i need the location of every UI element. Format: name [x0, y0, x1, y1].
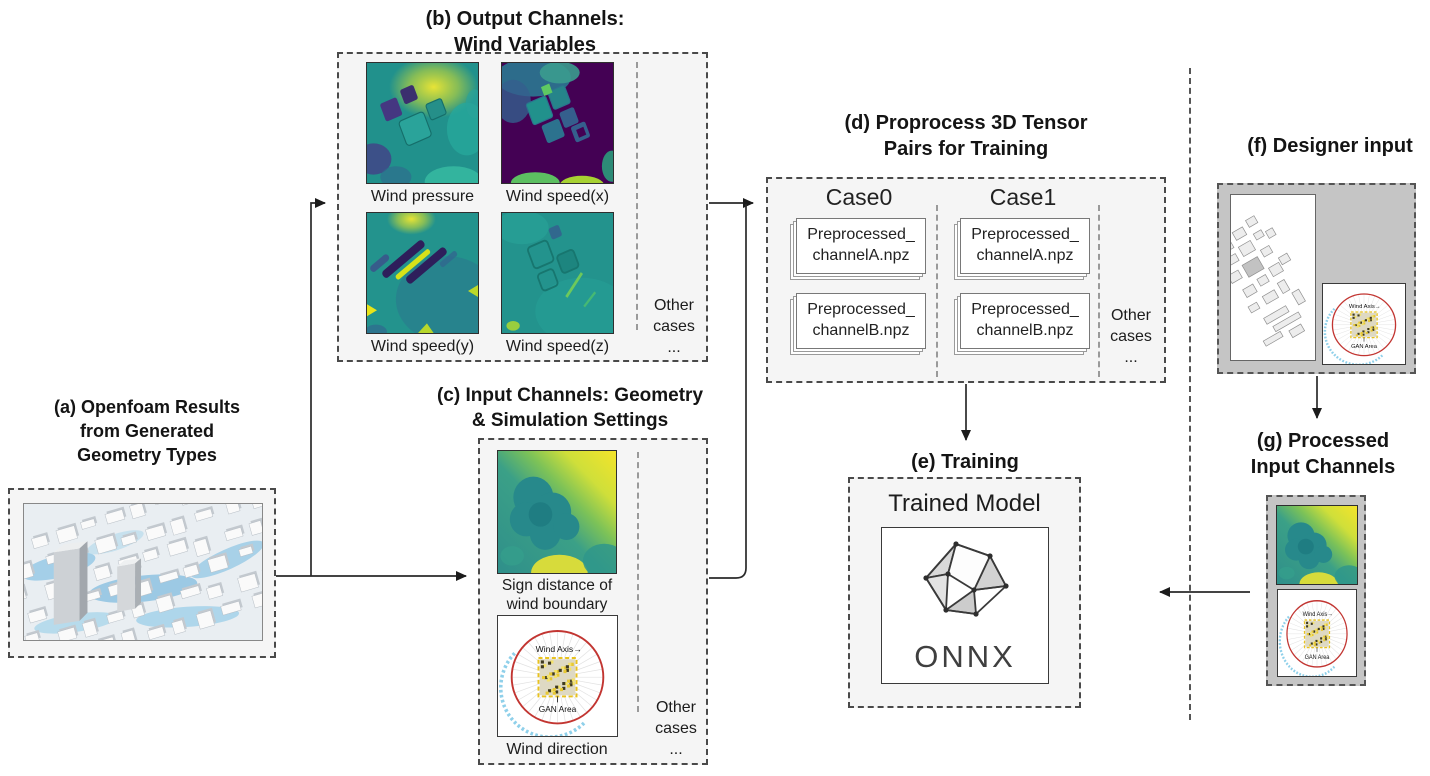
sign-distance-image — [497, 450, 617, 574]
file-card: Preprocessed_ channelA.npz — [796, 218, 926, 274]
section-c-title: (c) Input Channels: Geometry & Simulatio… — [436, 385, 704, 432]
section-b-other-cases: Other cases ... — [653, 297, 695, 356]
onnx-logo-text: ONNX — [914, 639, 1016, 674]
processed-wind-direction-image: Wind Axis→ GAN Area — [1277, 589, 1357, 677]
wind-direction-caption: Wind direction — [506, 741, 608, 758]
case1-channelA-stack: Preprocessed_ channelA.npz — [954, 218, 1090, 280]
file-card: Preprocessed_ channelB.npz — [960, 293, 1090, 349]
sign-distance-caption: Sign distance of wind boundary — [501, 577, 613, 613]
wind-speed-x-caption: Wind speed(x) — [505, 188, 610, 205]
case1-header: Case1 — [989, 184, 1057, 210]
section-c-other-cases: Other cases ... — [655, 699, 697, 758]
section-b-title: (b) Output Channels: Wind Variables — [425, 8, 625, 57]
section-d-title: (d) Proprocess 3D Tensor Pairs for Train… — [844, 112, 1088, 161]
wind-speed-y-image — [366, 212, 479, 334]
section-d-separator-2 — [1098, 205, 1100, 377]
windrose-axis-label: Wind Axis→ — [1349, 304, 1381, 310]
file-card: Preprocessed_ channelB.npz — [796, 293, 926, 349]
openfoam-city-render-image — [23, 503, 263, 641]
section-b-separator — [636, 62, 638, 330]
case1-channelB-stack: Preprocessed_ channelB.npz — [954, 293, 1090, 355]
section-d-other-cases: Other cases ... — [1110, 307, 1152, 366]
wind-speed-y-caption: Wind speed(y) — [370, 338, 475, 355]
windrose-area-label: GAN Area — [539, 704, 577, 714]
windrose-axis-label: Wind Axis→ — [536, 644, 582, 654]
case0-channelA-stack: Preprocessed_ channelA.npz — [790, 218, 926, 280]
file-card: Preprocessed_ channelA.npz — [960, 218, 1090, 274]
case0-header: Case0 — [825, 184, 893, 210]
case0-channelB-stack: Preprocessed_ channelB.npz — [790, 293, 926, 355]
section-e-title: (e) Training — [911, 451, 1019, 473]
processed-sdf-image — [1276, 505, 1358, 585]
trained-model-label: Trained Model — [888, 490, 1041, 517]
designer-map-image — [1230, 194, 1316, 361]
designer-wind-direction-image: Wind Axis→ GAN Area — [1322, 283, 1406, 365]
section-a-box — [8, 488, 276, 658]
section-g-title: (g) Processed Input Channels — [1250, 430, 1396, 479]
onnx-logo-icon — [923, 541, 1009, 617]
wind-speed-z-image — [501, 212, 614, 334]
section-f-title: (f) Designer input — [1247, 135, 1413, 157]
windrose-area-label: GAN Area — [1305, 655, 1330, 661]
section-f-box: Wind Axis→ GAN Area — [1217, 183, 1416, 374]
wind-speed-x-image — [501, 62, 614, 184]
wind-pressure-caption: Wind pressure — [370, 188, 475, 205]
onnx-logo-box: ONNX — [881, 527, 1049, 684]
section-d-separator-1 — [936, 205, 938, 377]
windrose-area-label: GAN Area — [1351, 344, 1378, 350]
wind-speed-z-caption: Wind speed(z) — [505, 338, 610, 355]
inference-divider — [1189, 68, 1191, 720]
windrose-axis-label: Wind Axis→ — [1303, 612, 1333, 618]
section-a-title: (a) Openfoam Results from Generated Geom… — [53, 397, 241, 465]
wind-pressure-image — [366, 62, 479, 184]
wind-direction-image: Wind Axis→ GAN Area — [497, 615, 618, 737]
section-g-box: Wind Axis→ GAN Area — [1266, 495, 1366, 686]
arrow-a-to-b — [310, 198, 326, 576]
section-c-separator — [637, 452, 639, 712]
